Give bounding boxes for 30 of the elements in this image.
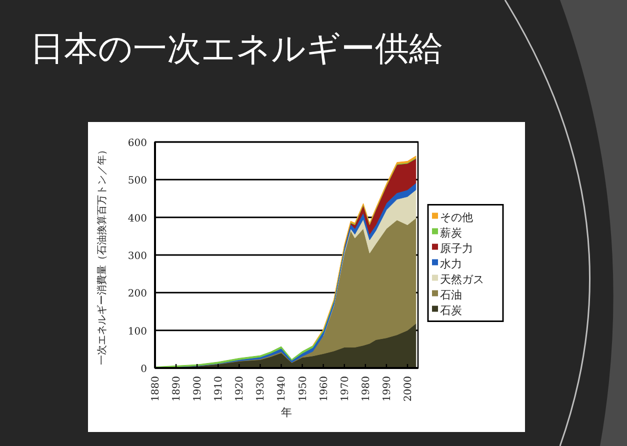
x-tick-label: 2000 (402, 376, 414, 402)
y-tick-label: 600 (128, 138, 147, 149)
legend-label: 原子力 (440, 242, 473, 255)
legend-label: 水力 (440, 257, 462, 270)
legend-label: 薪炭 (440, 226, 462, 240)
x-tick-label: 1950 (298, 376, 309, 402)
x-tick-label: 1920 (234, 376, 246, 402)
x-tick-label: 1930 (256, 376, 267, 402)
legend-label: 石油 (440, 288, 462, 302)
y-tick-label: 200 (128, 288, 147, 300)
x-axis-title: 年 (281, 406, 292, 419)
y-axis-title: 一次エネルギー消費量（石油換算百万トン／年） (96, 145, 108, 365)
x-tick-label: 1900 (192, 376, 204, 402)
x-tick-label: 1940 (276, 376, 288, 402)
legend-label: その他 (440, 210, 473, 224)
legend-label: 石炭 (440, 304, 462, 317)
y-tick-label: 400 (128, 213, 147, 224)
x-tick-label: 1890 (172, 376, 183, 402)
x-tick-label: 1910 (214, 376, 225, 402)
x-tick-label: 1960 (318, 376, 330, 402)
x-tick-label: 1970 (340, 376, 351, 402)
x-tick-label: 1980 (360, 376, 372, 402)
y-tick-label: 0 (140, 364, 147, 375)
y-tick-label: 500 (128, 176, 147, 187)
y-tick-label: 300 (128, 251, 147, 262)
chart-title: 日本の一次エネルギー供給 (30, 29, 443, 69)
x-tick-label: 1990 (382, 376, 393, 402)
legend-label: 天然ガス (440, 272, 484, 286)
x-tick-label: 1880 (150, 376, 162, 402)
y-tick-label: 100 (128, 326, 147, 338)
